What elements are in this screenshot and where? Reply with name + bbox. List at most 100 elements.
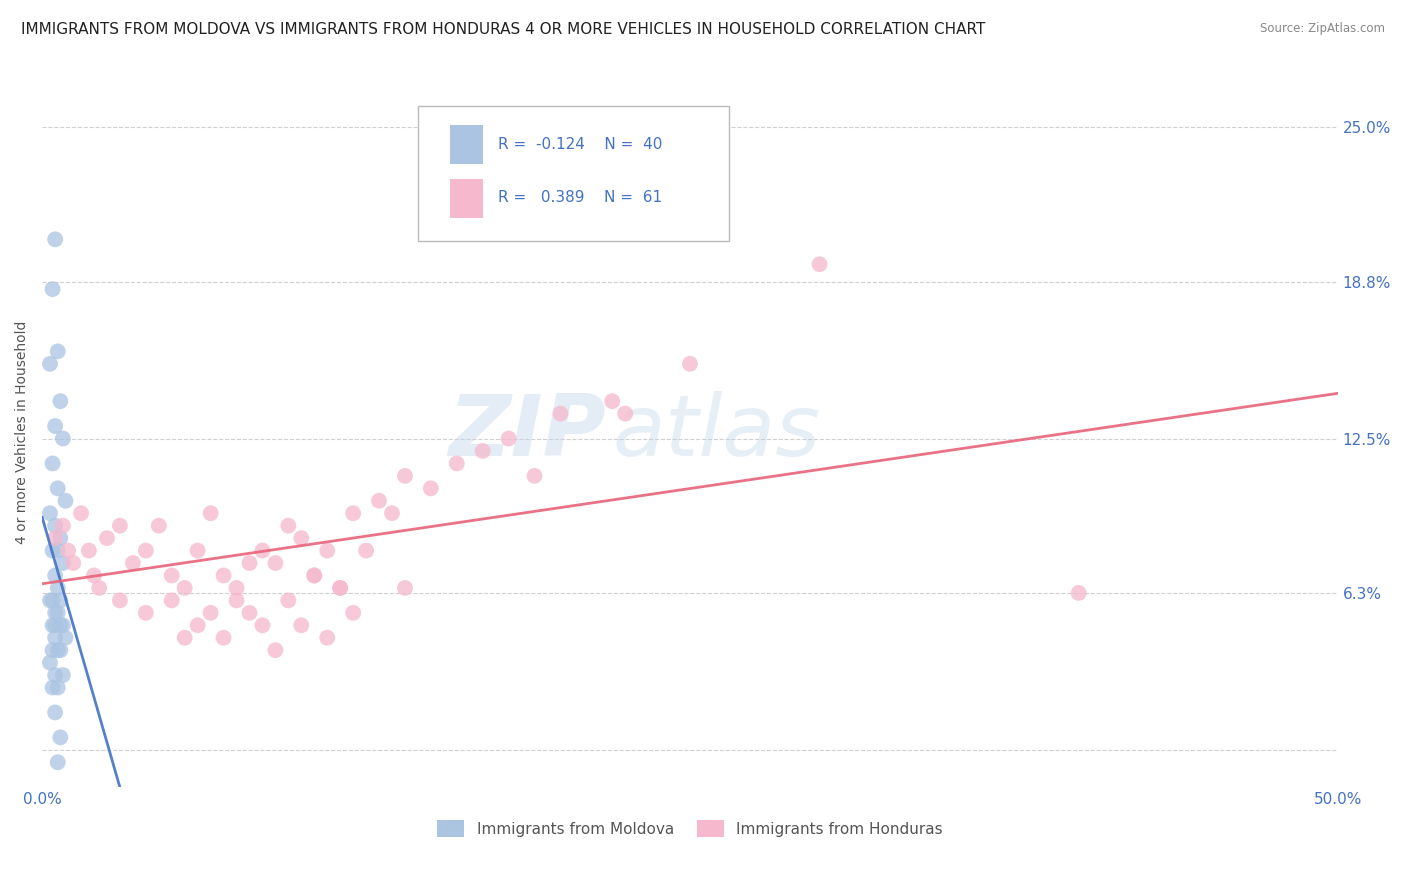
- Point: [264, 643, 287, 657]
- Point: [252, 618, 274, 632]
- Point: [316, 631, 339, 645]
- Text: R =   0.389    N =  61: R = 0.389 N = 61: [498, 190, 662, 205]
- Point: [173, 581, 195, 595]
- Text: ZIP: ZIP: [449, 391, 606, 474]
- Point: [89, 581, 111, 595]
- Point: [122, 556, 145, 570]
- Point: [252, 543, 274, 558]
- Point: [225, 581, 247, 595]
- Point: [41, 593, 63, 607]
- Point: [49, 593, 72, 607]
- Point: [52, 668, 75, 682]
- Point: [135, 543, 157, 558]
- Point: [187, 618, 209, 632]
- Point: [41, 543, 63, 558]
- Point: [614, 407, 637, 421]
- Point: [44, 618, 66, 632]
- Point: [212, 631, 235, 645]
- Point: [41, 457, 63, 471]
- Point: [290, 531, 312, 545]
- Point: [39, 506, 62, 520]
- Point: [304, 568, 326, 582]
- Point: [46, 344, 69, 359]
- FancyBboxPatch shape: [450, 178, 482, 218]
- Point: [44, 232, 66, 246]
- Point: [41, 618, 63, 632]
- Point: [316, 543, 339, 558]
- Point: [394, 468, 416, 483]
- Point: [419, 481, 441, 495]
- Point: [49, 618, 72, 632]
- Point: [41, 643, 63, 657]
- Point: [200, 506, 222, 520]
- Point: [200, 606, 222, 620]
- Point: [83, 568, 105, 582]
- Text: atlas: atlas: [612, 391, 820, 474]
- Point: [46, 581, 69, 595]
- Point: [49, 731, 72, 745]
- Point: [304, 568, 326, 582]
- Point: [187, 543, 209, 558]
- Point: [41, 681, 63, 695]
- Point: [277, 518, 299, 533]
- Point: [446, 457, 468, 471]
- FancyBboxPatch shape: [450, 126, 482, 164]
- Point: [49, 643, 72, 657]
- Point: [46, 756, 69, 770]
- Point: [329, 581, 352, 595]
- Point: [46, 606, 69, 620]
- Point: [46, 681, 69, 695]
- Point: [225, 593, 247, 607]
- Point: [290, 618, 312, 632]
- Point: [41, 282, 63, 296]
- Text: R =  -0.124    N =  40: R = -0.124 N = 40: [498, 136, 662, 152]
- Point: [108, 518, 131, 533]
- Point: [52, 618, 75, 632]
- Point: [52, 518, 75, 533]
- Y-axis label: 4 or more Vehicles in Household: 4 or more Vehicles in Household: [15, 320, 30, 544]
- Point: [600, 394, 623, 409]
- Point: [342, 606, 364, 620]
- Point: [77, 543, 100, 558]
- Point: [52, 556, 75, 570]
- Point: [46, 543, 69, 558]
- FancyBboxPatch shape: [418, 106, 728, 241]
- Point: [1067, 586, 1090, 600]
- Point: [368, 493, 391, 508]
- Point: [44, 419, 66, 434]
- Point: [44, 668, 66, 682]
- Point: [342, 506, 364, 520]
- Text: Source: ZipAtlas.com: Source: ZipAtlas.com: [1260, 22, 1385, 36]
- Point: [39, 593, 62, 607]
- Point: [44, 606, 66, 620]
- Point: [55, 493, 77, 508]
- Point: [56, 543, 79, 558]
- Point: [62, 556, 84, 570]
- Point: [264, 556, 287, 570]
- Point: [44, 518, 66, 533]
- Point: [471, 444, 494, 458]
- Point: [277, 593, 299, 607]
- Point: [44, 706, 66, 720]
- Point: [49, 394, 72, 409]
- Point: [160, 568, 183, 582]
- Point: [52, 432, 75, 446]
- Point: [135, 606, 157, 620]
- Point: [354, 543, 377, 558]
- Point: [381, 506, 404, 520]
- Point: [394, 581, 416, 595]
- Point: [46, 481, 69, 495]
- Point: [808, 257, 831, 271]
- Point: [39, 656, 62, 670]
- Point: [49, 531, 72, 545]
- Point: [498, 432, 520, 446]
- Point: [55, 631, 77, 645]
- Legend: Immigrants from Moldova, Immigrants from Honduras: Immigrants from Moldova, Immigrants from…: [430, 814, 949, 843]
- Text: IMMIGRANTS FROM MOLDOVA VS IMMIGRANTS FROM HONDURAS 4 OR MORE VEHICLES IN HOUSEH: IMMIGRANTS FROM MOLDOVA VS IMMIGRANTS FR…: [21, 22, 986, 37]
- Point: [329, 581, 352, 595]
- Point: [212, 568, 235, 582]
- Point: [70, 506, 93, 520]
- Point: [148, 518, 170, 533]
- Point: [44, 531, 66, 545]
- Point: [160, 593, 183, 607]
